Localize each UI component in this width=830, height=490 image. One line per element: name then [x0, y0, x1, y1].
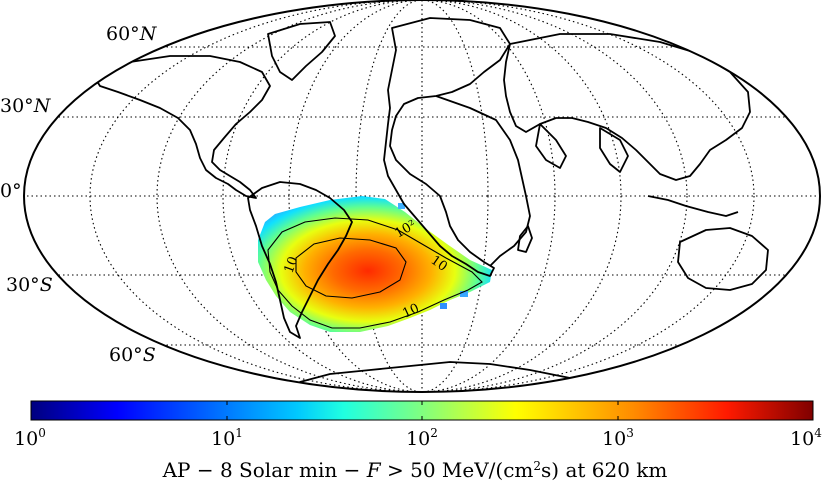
- anomaly-edge-pixel: [398, 203, 405, 209]
- anomaly-region: [258, 196, 492, 332]
- coastlines: [94, 17, 793, 392]
- meridian-90: [222, 0, 622, 392]
- anomaly-edge-pixel: [440, 303, 447, 309]
- colorbar-tick-label: 101: [211, 427, 243, 449]
- greenland-outline: [267, 21, 336, 81]
- colorbar-caption: AP − 8 Solar min − F > 50 MeV/(cm2s) at …: [0, 460, 830, 480]
- globe-outline: [23, 0, 821, 393]
- lat-label-hem: N: [139, 23, 157, 45]
- south-america-outline: [247, 181, 353, 339]
- lat-label-30s: 30°S: [6, 276, 53, 295]
- tick-exponent: 3: [626, 426, 634, 440]
- tick-base: 10: [602, 428, 627, 450]
- tick-exponent: 0: [38, 426, 46, 440]
- caption-superscript: 2: [533, 459, 542, 473]
- meridian-150: [89, 0, 755, 392]
- tick-base: 10: [406, 428, 431, 450]
- australia-outline: [677, 227, 769, 291]
- new-zealand-outline: [775, 287, 793, 313]
- contour-outer: [267, 217, 483, 329]
- tick-exponent: 2: [430, 426, 438, 440]
- lat-label-hem: S: [142, 344, 156, 366]
- colorbar-tick-label: 102: [406, 427, 438, 449]
- lat-label-deg: 60°: [109, 344, 143, 366]
- caption-part3: s) at 620 km: [541, 458, 668, 482]
- lat-label-hem: S: [39, 274, 53, 296]
- meridian-60: [288, 0, 556, 392]
- contour-label-outer-w: 10: [282, 255, 302, 276]
- anomaly-edge-pixel: [460, 291, 468, 297]
- madagascar-outline: [517, 225, 533, 253]
- lat-label-deg: 30°: [6, 274, 40, 296]
- lat-label-deg: 60°: [106, 23, 140, 45]
- lat-label-60s: 60°S: [109, 346, 156, 365]
- flux-contours: [267, 217, 483, 329]
- lat-label-deg: 30°: [0, 95, 34, 117]
- contour-inner: [295, 237, 407, 299]
- contour-label-outer-s: 10: [400, 301, 421, 322]
- india-outline: [599, 127, 629, 173]
- tick-base: 10: [211, 428, 236, 450]
- colorbar: [30, 400, 814, 421]
- meridian-30: [355, 0, 489, 392]
- lat-label-hem: N: [33, 95, 51, 117]
- europe-africa-outline: [383, 17, 511, 277]
- north-america-outline: [94, 55, 271, 199]
- lat-label-0: 0°: [0, 182, 22, 201]
- africa-east-coast: [435, 95, 531, 267]
- colorbar-tick-label: 103: [602, 427, 634, 449]
- meridian-120: [156, 0, 688, 392]
- tick-exponent: 4: [814, 426, 822, 440]
- tick-base: 10: [790, 428, 815, 450]
- tick-base: 10: [14, 428, 39, 450]
- colorbar-tick-label: 100: [14, 427, 46, 449]
- caption-part2: > 50 MeV/(cm: [380, 458, 534, 482]
- lat-label-30n: 30°N: [0, 97, 50, 116]
- caption-variable: F: [366, 458, 381, 482]
- colorbar-tick-label: 104: [790, 427, 822, 449]
- arabia-outline: [535, 123, 567, 169]
- tick-exponent: 1: [235, 426, 243, 440]
- colorbar-ticks: [226, 401, 619, 420]
- indonesia-outline: [647, 195, 739, 217]
- caption-part1: AP − 8 Solar min −: [162, 458, 367, 482]
- lat-label-deg: 0°: [0, 180, 22, 202]
- lat-label-60n: 60°N: [106, 25, 156, 44]
- anomaly-heatmap: [258, 196, 492, 332]
